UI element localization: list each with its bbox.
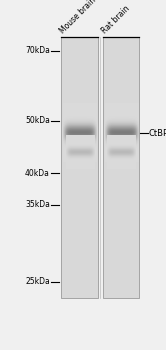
Text: 40kDa: 40kDa	[25, 169, 50, 178]
Text: 35kDa: 35kDa	[25, 200, 50, 209]
Text: 25kDa: 25kDa	[25, 277, 50, 286]
Bar	[103, 37, 139, 298]
Text: Rat brain: Rat brain	[100, 4, 131, 35]
Text: 70kDa: 70kDa	[25, 46, 50, 55]
Text: CtBP1: CtBP1	[149, 128, 166, 138]
Text: 50kDa: 50kDa	[25, 116, 50, 125]
Text: Mouse brain: Mouse brain	[58, 0, 98, 35]
Bar	[61, 37, 98, 298]
